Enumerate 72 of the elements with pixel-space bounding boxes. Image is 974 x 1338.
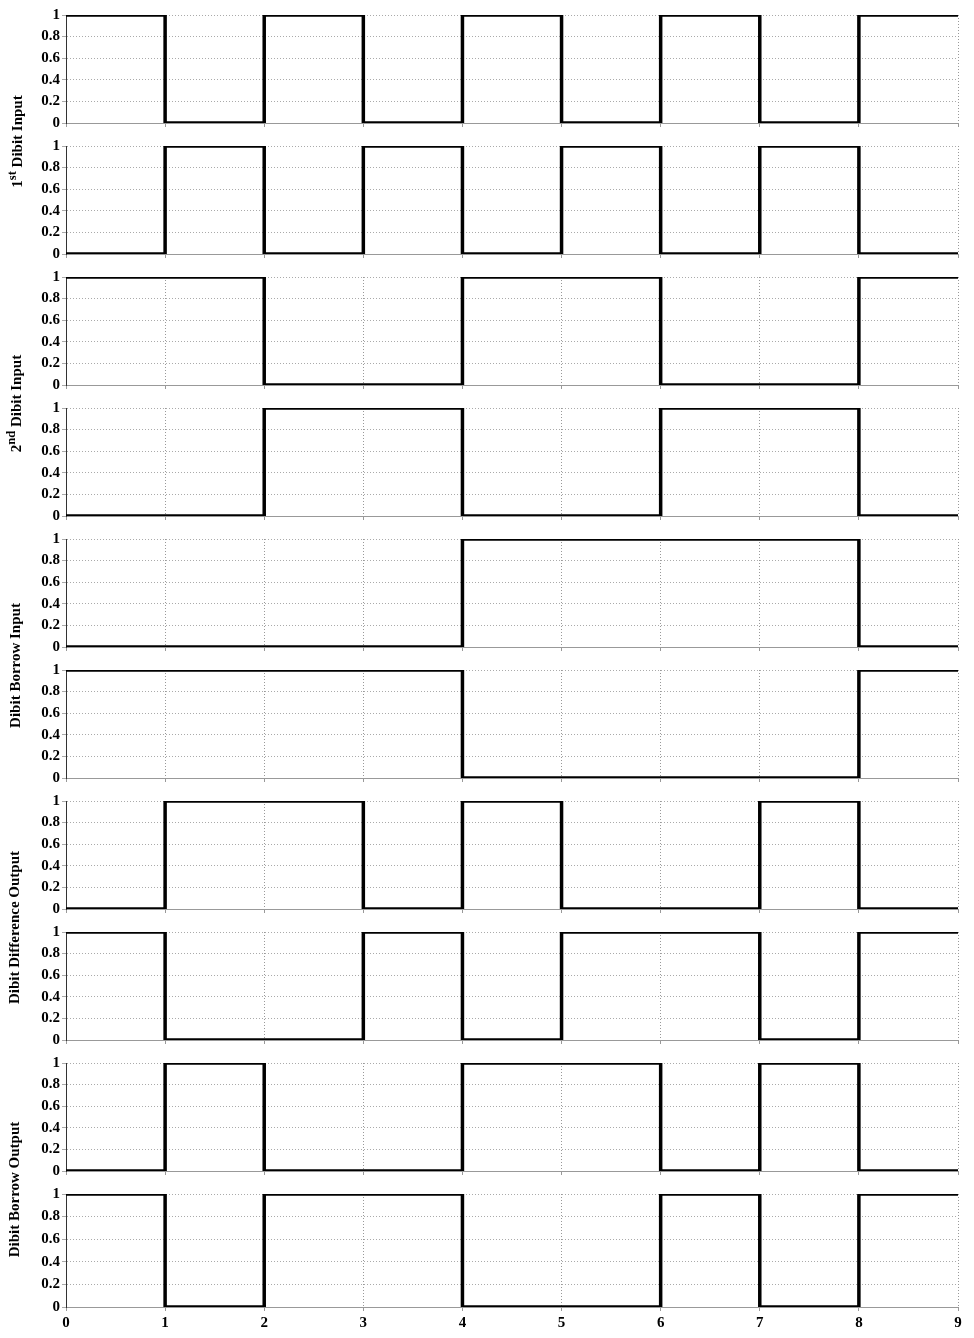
y-tick-label: 0.4 <box>41 856 61 873</box>
y-tick-label: 0.8 <box>41 158 60 175</box>
y-tick-label: 0.8 <box>41 420 60 437</box>
y-tick-label: 1 <box>52 1053 60 1070</box>
y-tick-label: 0.2 <box>41 747 60 764</box>
y-tick-label: 0.2 <box>41 1009 60 1026</box>
y-tick-label: 0 <box>52 375 60 392</box>
y-tick-label: 1 <box>52 791 60 808</box>
y-tick-label: 0 <box>52 1161 60 1178</box>
y-tick-label: 1 <box>52 529 60 546</box>
y-tick-label: 0.8 <box>41 1207 60 1224</box>
y-tick-label: 0.8 <box>41 551 60 568</box>
y-tick-label: 0.6 <box>41 966 61 983</box>
x-tick-label: 6 <box>656 1313 665 1330</box>
x-tick-label: 2 <box>260 1313 268 1330</box>
x-tick-label: 8 <box>855 1313 863 1330</box>
y-tick-label: 0.4 <box>41 1252 61 1269</box>
y-axis-title: Dibit Borrow Input <box>6 603 24 728</box>
y-tick-label: 0.4 <box>41 987 61 1004</box>
y-tick-label: 0.2 <box>41 1140 60 1157</box>
y-tick-label: 0.2 <box>41 878 60 895</box>
y-tick-label: 0.6 <box>41 442 61 459</box>
y-tick-label: 0.2 <box>41 92 60 109</box>
y-tick-label: 0.4 <box>41 1118 61 1135</box>
y-tick-label: 0 <box>52 899 60 916</box>
x-tick-label: 5 <box>557 1313 566 1330</box>
y-tick-label: 0 <box>52 1030 60 1047</box>
x-tick-label: 7 <box>756 1313 765 1330</box>
y-tick-label: 0.8 <box>41 1075 60 1092</box>
y-tick-label: 0.2 <box>41 616 60 633</box>
x-tick-label: 1 <box>161 1313 169 1330</box>
y-tick-label: 0.8 <box>41 27 60 44</box>
y-tick-label: 1 <box>52 5 60 22</box>
y-tick-label: 0.4 <box>41 463 61 480</box>
y-tick-label: 1 <box>52 922 60 939</box>
x-tick-label: 4 <box>458 1313 467 1330</box>
y-tick-label: 0.6 <box>41 1230 61 1247</box>
y-tick-label: 0.4 <box>41 70 61 87</box>
y-tick-label: 0 <box>52 506 60 523</box>
y-tick-label: 0.6 <box>41 180 61 197</box>
y-tick-label: 0 <box>52 113 60 130</box>
y-tick-label: 0.8 <box>41 944 60 961</box>
y-tick-label: 1 <box>52 398 60 415</box>
y-tick-label: 0.6 <box>41 835 61 852</box>
y-tick-label: 0.6 <box>41 49 61 66</box>
y-tick-label: 0 <box>52 1297 60 1314</box>
y-tick-label: 0.2 <box>41 1275 60 1292</box>
y-axis-title: Dibit Difference Output <box>6 851 24 1005</box>
y-tick-label: 0.8 <box>41 682 60 699</box>
y-tick-label: 0.4 <box>41 332 61 349</box>
y-tick-label: 0.4 <box>41 201 61 218</box>
y-tick-label: 0 <box>52 244 60 261</box>
y-tick-label: 0.4 <box>41 725 61 742</box>
y-tick-label: 0.6 <box>41 311 61 328</box>
y-tick-label: 0.6 <box>41 1097 61 1114</box>
y-tick-label: 0.2 <box>41 223 60 240</box>
y-tick-label: 0.6 <box>41 573 61 590</box>
y-tick-label: 0 <box>52 637 60 654</box>
x-tick-label: 9 <box>954 1313 962 1330</box>
y-tick-label: 1 <box>52 660 60 677</box>
y-tick-label: 0.8 <box>41 813 60 830</box>
y-tick-label: 1 <box>52 1184 60 1201</box>
y-axis-title: Dibit Borrow Output <box>6 1121 24 1258</box>
y-tick-label: 1 <box>52 267 60 284</box>
x-tick-label: 3 <box>359 1313 368 1330</box>
y-tick-label: 0.2 <box>41 485 60 502</box>
y-tick-label: 0.2 <box>41 354 60 371</box>
y-tick-label: 0.8 <box>41 289 60 306</box>
y-tick-label: 1 <box>52 136 60 153</box>
y-tick-label: 0.6 <box>41 704 61 721</box>
y-tick-label: 0 <box>52 768 60 785</box>
y-tick-label: 0.4 <box>41 594 61 611</box>
